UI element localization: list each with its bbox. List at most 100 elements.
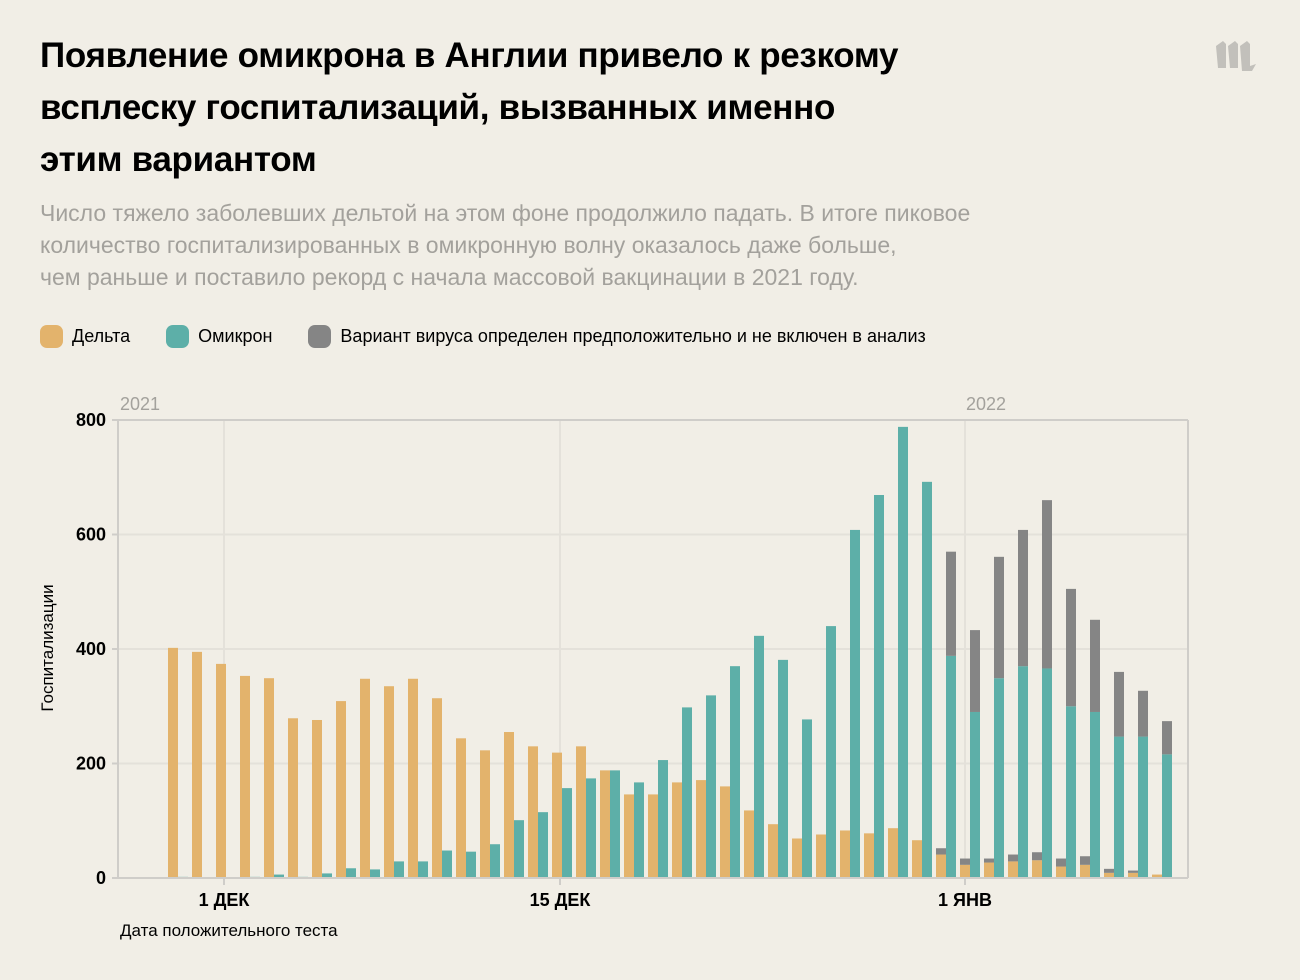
bar-omicron	[514, 820, 524, 878]
meduza-logo-icon	[1216, 41, 1256, 71]
bar-delta	[504, 732, 514, 878]
legend-label: Вариант вируса определен предположительн…	[340, 326, 926, 346]
bar-delta	[1080, 864, 1090, 878]
y-tick-label: 600	[76, 525, 106, 545]
bar-omicron-presumed	[970, 630, 980, 712]
bar-omicron	[658, 760, 668, 878]
x-axis-label: Дата положительного теста	[120, 921, 338, 940]
bar-delta	[576, 746, 586, 878]
legend-swatch-delta	[40, 325, 63, 348]
bar-omicron	[586, 778, 596, 878]
bar-delta	[168, 647, 178, 878]
bar-omicron	[322, 873, 332, 878]
bar-omicron	[1090, 711, 1100, 878]
subtitle-line: количество госпитализированных в омикрон…	[40, 232, 897, 258]
x-tick-label: 1 ДЕК	[199, 890, 251, 910]
bar-delta-presumed	[1056, 858, 1066, 867]
bar-omicron	[418, 861, 428, 878]
bars	[168, 426, 1172, 878]
page-title: Появление омикрона в Англии привело к ре…	[40, 30, 1140, 186]
bar-delta	[600, 770, 610, 878]
bar-delta	[1008, 861, 1018, 878]
bar-delta-presumed	[1008, 854, 1018, 862]
bar-omicron	[1138, 736, 1148, 878]
legend-item-omicron: Омикрон	[166, 325, 272, 348]
bar-omicron	[562, 788, 572, 878]
legend-swatch-omicron	[166, 325, 190, 348]
legend-item-delta: Дельта	[40, 325, 130, 348]
subtitle: Число тяжело заболевших дельтой на этом …	[40, 197, 1200, 293]
bar-omicron	[1042, 668, 1052, 878]
chart-legend: Дельта Омикрон Вариант вируса определен …	[40, 325, 962, 348]
x-tick-label: 1 ЯНВ	[938, 890, 992, 910]
y-tick-label: 0	[96, 868, 106, 888]
bar-delta	[1152, 874, 1162, 878]
bar-omicron	[1018, 666, 1028, 878]
bar-omicron	[394, 861, 404, 878]
bar-delta-presumed	[960, 858, 970, 865]
bar-delta	[648, 794, 658, 878]
bar-delta	[624, 794, 634, 878]
bar-omicron	[370, 869, 380, 878]
bar-omicron	[874, 494, 884, 878]
bar-omicron-presumed	[994, 556, 1004, 679]
bar-omicron-presumed	[1018, 529, 1028, 667]
bar-omicron	[850, 529, 860, 878]
bar-omicron	[946, 655, 956, 878]
bar-delta	[744, 810, 754, 878]
bar-omicron	[970, 711, 980, 878]
bar-omicron-presumed	[946, 551, 956, 656]
bar-omicron	[538, 812, 548, 878]
bar-delta-presumed	[1032, 852, 1042, 861]
title-line: Появление омикрона в Англии привело к ре…	[40, 36, 899, 75]
bar-omicron	[442, 850, 452, 878]
bar-delta	[216, 663, 226, 878]
bar-delta	[960, 864, 970, 878]
subtitle-line: чем раньше и поставило рекорд с начала м…	[40, 264, 859, 290]
bar-delta	[264, 678, 274, 878]
title-line: этим вариантом	[40, 140, 317, 179]
bar-omicron	[466, 851, 476, 878]
bar-delta	[1032, 860, 1042, 878]
y-axis-label: Госпитализации	[38, 584, 57, 711]
bar-omicron	[1066, 706, 1076, 878]
bar-delta	[984, 862, 994, 878]
bar-delta	[1104, 872, 1114, 878]
bar-delta	[360, 678, 370, 878]
y-tick-label: 200	[76, 754, 106, 774]
bar-omicron	[634, 782, 644, 878]
legend-label: Дельта	[72, 326, 131, 346]
bar-delta	[792, 838, 802, 878]
bar-delta	[840, 830, 850, 878]
bar-delta	[768, 824, 778, 878]
bar-omicron	[754, 635, 764, 878]
bar-delta-presumed	[1128, 870, 1138, 873]
axes: 0 200 400 600 800 1 ДЕК 15 ДЕК 1 ЯНВ	[76, 410, 1189, 910]
bar-delta	[480, 750, 490, 878]
bar-delta-presumed	[1080, 856, 1090, 865]
bar-delta	[672, 782, 682, 878]
bar-omicron	[274, 874, 284, 878]
bar-delta	[312, 719, 322, 878]
bar-omicron-presumed	[1090, 619, 1100, 712]
bar-omicron	[610, 770, 620, 878]
bar-delta	[456, 738, 466, 878]
bar-omicron	[826, 626, 836, 878]
legend-label: Омикрон	[198, 326, 273, 346]
x-tick-label: 15 ДЕК	[530, 890, 592, 910]
bar-delta	[408, 678, 418, 878]
bar-delta-presumed	[1104, 868, 1114, 873]
bar-omicron-presumed	[1162, 721, 1172, 755]
year-label-2021: 2021	[120, 394, 160, 414]
bar-omicron	[802, 719, 812, 878]
bar-omicron	[1162, 754, 1172, 878]
bar-delta	[552, 752, 562, 878]
bar-omicron	[778, 659, 788, 878]
bar-delta	[1056, 866, 1066, 878]
legend-item-presumed: Вариант вируса определен предположительн…	[308, 325, 926, 348]
subtitle-line: Число тяжело заболевших дельтой на этом …	[40, 200, 971, 226]
bar-omicron-presumed	[1114, 671, 1124, 737]
bar-omicron-presumed	[1066, 588, 1076, 707]
bar-omicron	[346, 868, 356, 878]
